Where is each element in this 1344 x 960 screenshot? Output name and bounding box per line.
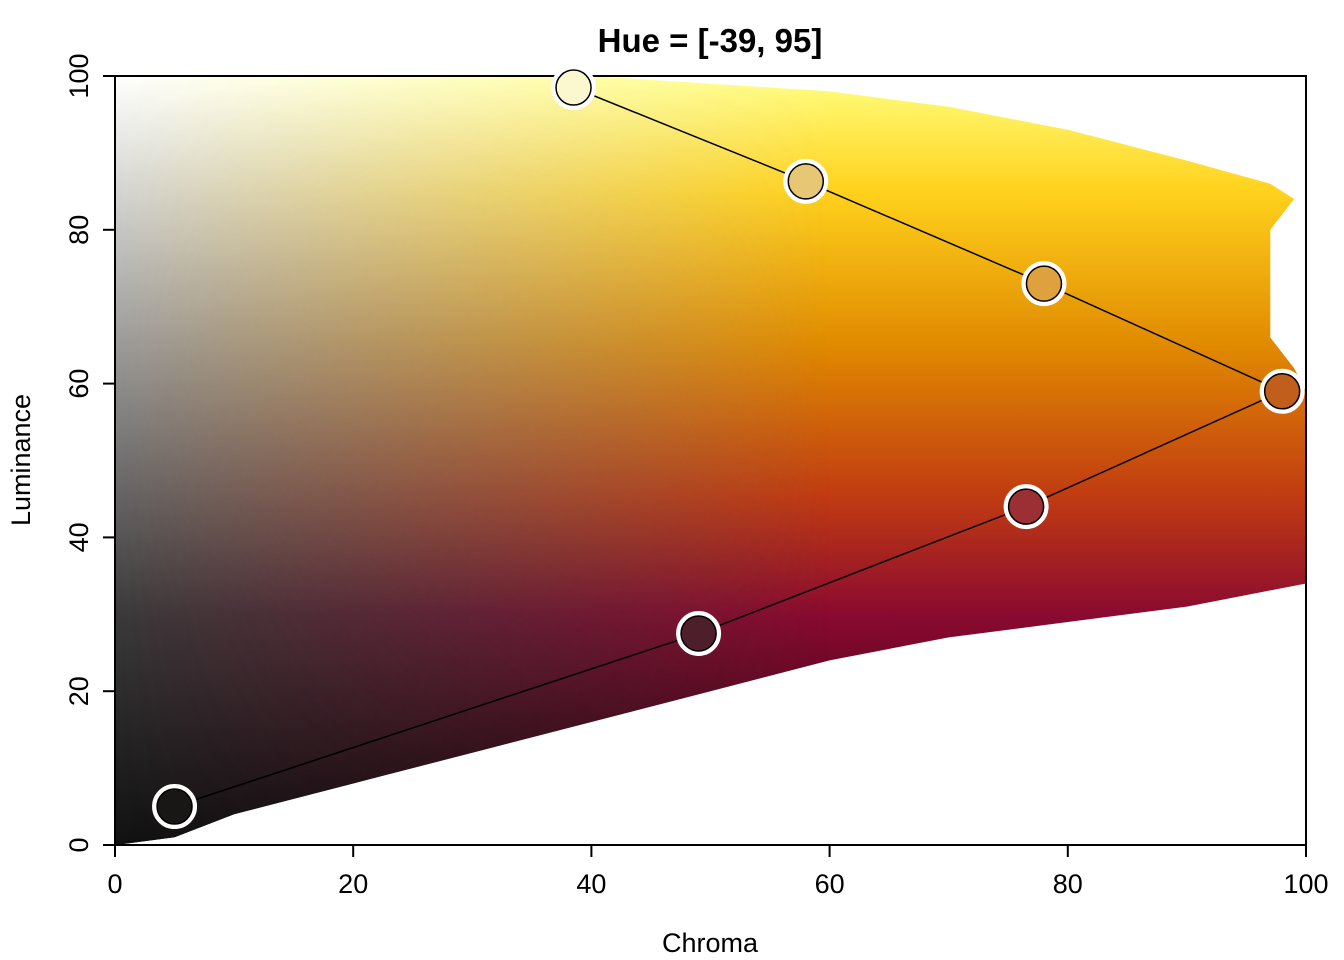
y-tick-label: 40 [64, 522, 94, 552]
y-tick-label: 20 [64, 676, 94, 706]
data-point [555, 69, 592, 106]
data-point [156, 788, 193, 825]
y-tick-label: 60 [64, 369, 94, 399]
data-point [680, 615, 717, 652]
chart-title: Hue = [-39, 95] [598, 22, 823, 59]
x-tick-label: 20 [338, 869, 368, 899]
y-axis-title: Luminance [6, 394, 36, 526]
x-tick-label: 0 [107, 869, 122, 899]
plot-frame [114, 75, 1307, 846]
x-tick-label: 40 [576, 869, 606, 899]
x-tick-label: 100 [1283, 869, 1328, 899]
y-tick-label: 0 [64, 837, 94, 852]
axes: 0 20 40 60 80 100 0 20 40 60 80 100 [64, 53, 1329, 899]
x-tick-label: 80 [1053, 869, 1083, 899]
data-point [1263, 373, 1301, 410]
y-tick-label: 80 [64, 215, 94, 245]
data-point [1025, 265, 1063, 302]
data-points [152, 65, 1305, 830]
x-axis-title: Chroma [662, 928, 759, 958]
y-tick-label: 100 [64, 53, 94, 98]
data-point [1007, 488, 1045, 525]
chart-text: Hue = [-39, 95] Chroma Luminance [6, 22, 822, 958]
data-point [787, 163, 825, 200]
x-tick-label: 60 [815, 869, 845, 899]
